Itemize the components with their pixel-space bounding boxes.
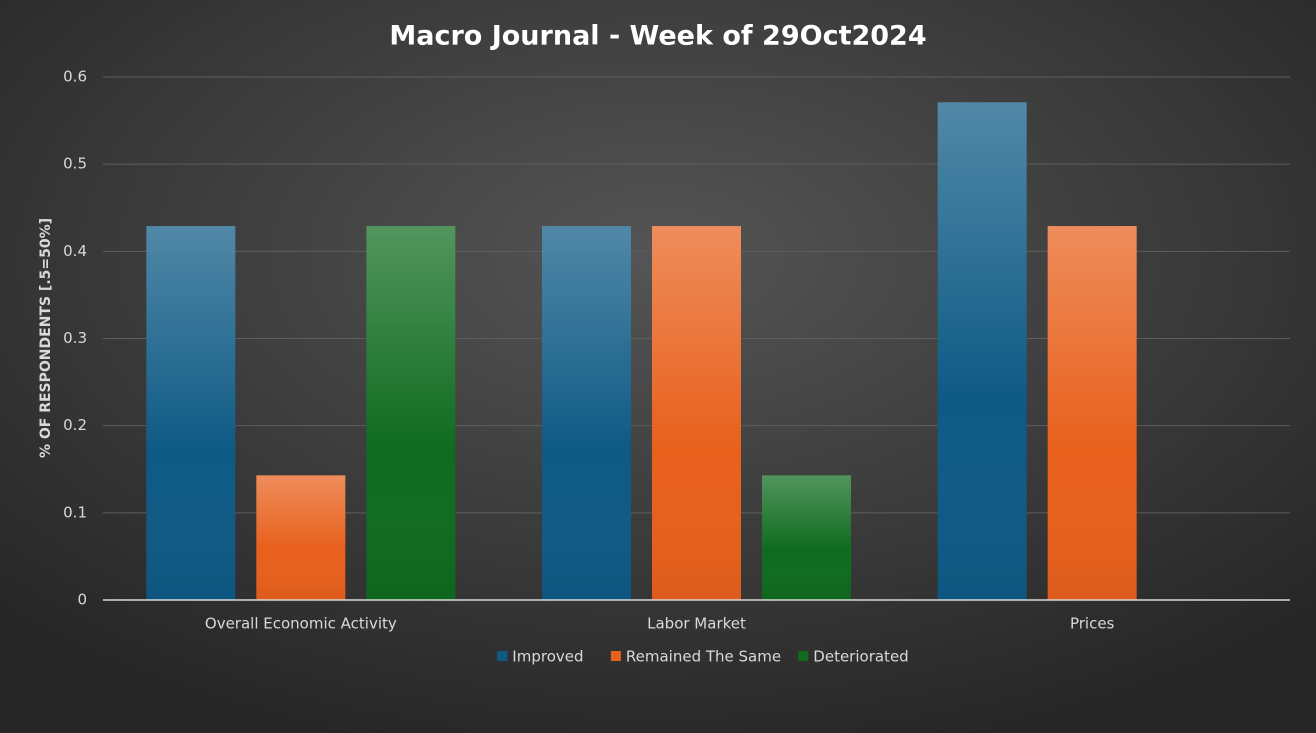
legend-swatch — [610, 651, 621, 661]
legend-swatch — [497, 651, 508, 661]
y-tick-label: 0.6 — [63, 68, 87, 86]
legend-label: Deteriorated — [813, 648, 908, 666]
legend-swatch — [798, 651, 809, 661]
legend-label: Improved — [512, 648, 583, 666]
x-tick-label: Labor Market — [647, 615, 746, 633]
bar-shine — [1047, 226, 1137, 600]
y-tick-label: 0 — [77, 591, 87, 609]
bar-shine — [762, 475, 851, 600]
y-tick-label: 0.3 — [63, 329, 87, 347]
y-tick-label: 0.1 — [63, 503, 87, 521]
bar-shine — [366, 226, 456, 600]
y-tick-label: 0.4 — [63, 242, 87, 260]
bar-shine — [937, 102, 1027, 601]
x-tick-label: Overall Economic Activity — [205, 615, 397, 633]
legend-label: Remained The Same — [626, 648, 781, 666]
x-tick-label: Prices — [1070, 615, 1115, 633]
bar-shine — [146, 226, 236, 600]
bar-shine — [542, 226, 631, 600]
bar-shine — [652, 226, 741, 600]
y-tick-label: 0.5 — [63, 155, 87, 173]
y-axis-label: % OF RESPONDENTS [.5=50%] — [38, 218, 54, 458]
chart-title: Macro Journal - Week of 29Oct2024 — [389, 21, 926, 52]
bar-shine — [256, 475, 346, 600]
y-tick-label: 0.2 — [63, 416, 87, 434]
